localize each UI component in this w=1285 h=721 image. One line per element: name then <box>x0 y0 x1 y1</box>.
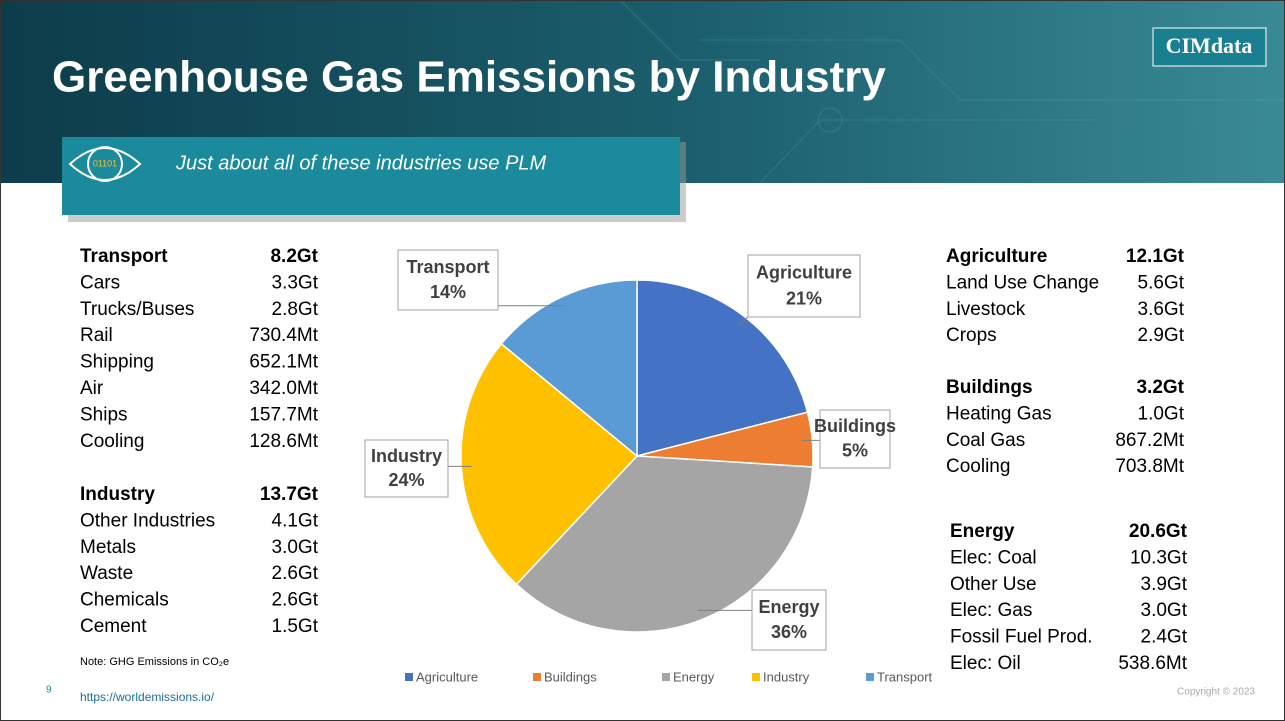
source-link[interactable]: https://worldemissions.io/ <box>80 690 215 704</box>
data-label-box <box>747 254 861 318</box>
pie-slice <box>460 342 639 586</box>
table-value: 538.6Mt <box>1118 653 1187 674</box>
table-value: 730.4Mt <box>249 325 318 346</box>
data-label-name: Industry <box>371 446 442 466</box>
table-heading: Energy <box>950 521 1015 542</box>
table-heading: Buildings <box>946 377 1033 398</box>
table-value: 5.6Gt <box>1138 272 1185 293</box>
table-value: 3.9Gt <box>1141 574 1188 595</box>
table-value: 3.3Gt <box>272 272 319 293</box>
legend-swatch <box>533 673 541 681</box>
table-label: Crops <box>946 325 997 346</box>
table-value: 2.6Gt <box>272 590 319 611</box>
table-label: Elec: Coal <box>950 547 1037 568</box>
pie-slice <box>636 279 809 457</box>
table-label: Cooling <box>80 431 144 452</box>
table-value: 2.4Gt <box>1141 627 1188 648</box>
table-label: Cooling <box>946 456 1010 477</box>
legend-swatch <box>866 673 874 681</box>
table-label: Air <box>80 378 104 399</box>
data-label-box <box>751 589 827 651</box>
data-label-box <box>397 249 499 311</box>
legend-swatch <box>662 673 670 681</box>
table-label: Other Use <box>950 574 1037 595</box>
table-value: 10.3Gt <box>1130 547 1188 568</box>
table-heading: Transport <box>80 246 168 267</box>
legend-swatch <box>405 673 413 681</box>
table-value: 342.0Mt <box>249 378 318 399</box>
table-value: 2.6Gt <box>272 563 319 584</box>
table-label: Elec: Oil <box>950 653 1021 674</box>
table-total: 3.2Gt <box>1136 377 1184 398</box>
table-label: Rail <box>80 325 113 346</box>
legend-label: Transport <box>877 669 933 684</box>
table-label: Waste <box>80 563 133 584</box>
data-label-value: 36% <box>771 622 807 642</box>
legend-label: Agriculture <box>416 669 478 684</box>
data-label-value: 14% <box>430 282 466 302</box>
legend-label: Buildings <box>544 669 597 684</box>
slide-title: Greenhouse Gas Emissions by Industry <box>52 53 886 102</box>
table-total: 12.1Gt <box>1126 246 1185 267</box>
table-label: Elec: Gas <box>950 600 1032 621</box>
table-value: 652.1Mt <box>249 352 318 373</box>
table-label: Coal Gas <box>946 430 1025 451</box>
table-value: 2.8Gt <box>272 299 319 320</box>
table-label: Livestock <box>946 299 1026 320</box>
table-label: Cars <box>80 272 120 293</box>
logo-box <box>1152 27 1267 67</box>
copyright: Copyright © 2023 <box>1177 687 1255 698</box>
table-label: Land Use Change <box>946 272 1099 293</box>
table-label: Trucks/Buses <box>80 299 194 320</box>
table-total: 8.2Gt <box>270 246 318 267</box>
data-label-name: Transport <box>406 257 489 277</box>
table-value: 3.0Gt <box>1141 600 1188 621</box>
table-value: 867.2Mt <box>1115 430 1184 451</box>
data-label-value: 5% <box>842 441 868 461</box>
logo: CIMdata <box>1166 33 1253 58</box>
table-label: Chemicals <box>80 590 169 611</box>
table-label: Heating Gas <box>946 403 1052 424</box>
subtitle-banner <box>62 137 680 215</box>
pie-slice <box>500 279 638 458</box>
data-label-box <box>819 409 891 469</box>
subtitle: Just about all of these industries use P… <box>175 152 547 174</box>
table-heading: Industry <box>80 484 155 505</box>
data-label-name: Agriculture <box>756 262 852 282</box>
data-label-name: Energy <box>758 597 819 617</box>
table-value: 703.8Mt <box>1115 456 1184 477</box>
data-label-name: Buildings <box>814 416 896 436</box>
legend-label: Industry <box>763 669 810 684</box>
data-label-value: 21% <box>786 288 822 308</box>
table-heading: Agriculture <box>946 246 1047 267</box>
page-number: 9 <box>46 685 52 696</box>
table-value: 3.6Gt <box>1138 299 1185 320</box>
table-label: Other Industries <box>80 510 215 531</box>
data-label-box <box>364 439 449 498</box>
table-value: 128.6Mt <box>249 431 318 452</box>
data-label-value: 24% <box>388 470 424 490</box>
table-label: Cement <box>80 616 147 637</box>
table-value: 2.9Gt <box>1138 325 1185 346</box>
eye-icon-text: 01101 <box>93 158 117 168</box>
table-value: 1.5Gt <box>272 616 319 637</box>
table-value: 1.0Gt <box>1138 403 1185 424</box>
table-value: 157.7Mt <box>249 404 318 425</box>
table-label: Shipping <box>80 352 154 373</box>
table-label: Metals <box>80 537 136 558</box>
leader-line <box>738 316 749 326</box>
legend-swatch <box>752 673 760 681</box>
eye-icon <box>68 146 142 182</box>
pie-slice <box>515 455 814 633</box>
header-circuit <box>619 0 1285 184</box>
table-label: Ships <box>80 404 128 425</box>
note: Note: GHG Emissions in CO₂e <box>80 656 229 668</box>
table-label: Fossil Fuel Prod. <box>950 627 1093 648</box>
table-value: 4.1Gt <box>272 510 319 531</box>
table-total: 13.7Gt <box>260 484 319 505</box>
table-total: 20.6Gt <box>1129 521 1188 542</box>
table-value: 3.0Gt <box>272 537 319 558</box>
legend-label: Energy <box>673 669 715 684</box>
